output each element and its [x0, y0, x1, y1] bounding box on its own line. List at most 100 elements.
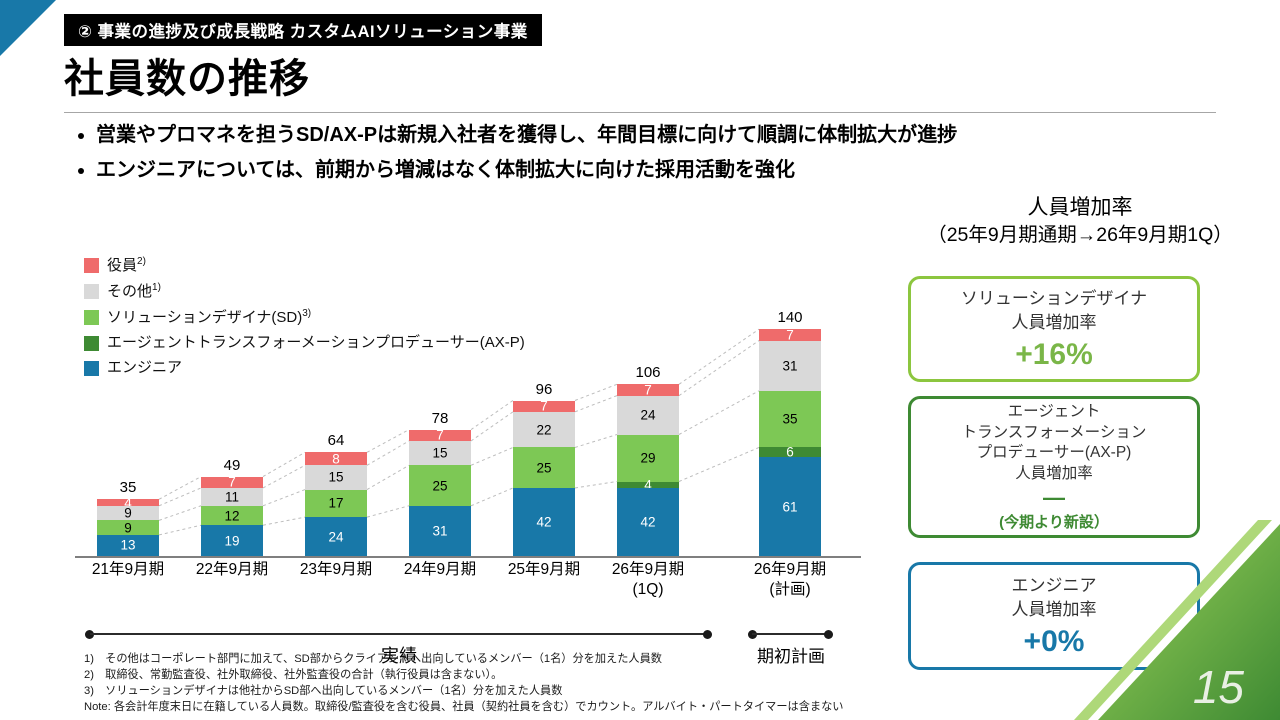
timeline-dot [85, 630, 94, 639]
bar-value-label: 11 [224, 489, 239, 505]
bar-segment: 31 [409, 505, 471, 556]
bar-value-label: 7 [228, 474, 236, 490]
bar-value-label: 13 [120, 537, 136, 553]
bar-segment: 25 [513, 447, 575, 488]
bar-segment: 7 [201, 474, 263, 490]
bar-segment: 7 [617, 383, 679, 396]
bar-value-label: 19 [224, 532, 240, 548]
x-axis-label: 22年9月期 [195, 561, 269, 578]
legend-label: エージェントトランスフォーメーションプロデューサー(AX-P) [107, 334, 525, 351]
bar-segment: 61 [759, 457, 821, 556]
stacked-bar: 7 11 12 19 [201, 474, 263, 556]
rate-box-line: ソリューションデザイナ [960, 289, 1148, 309]
bar-total-label: 78 [431, 409, 449, 427]
bar-value-label: 12 [224, 507, 240, 523]
bar-segment: 24 [305, 517, 367, 556]
page-title: 社員数の推移 [64, 57, 310, 101]
chart-plot: 35 4 9 9 13 49 7 11 12 19 64 8 15 17 24 78 7 15 25 31 96 7 22 2… [75, 248, 861, 558]
bar-column: 35 4 9 9 13 [97, 479, 159, 556]
bar-value-label: 7 [786, 327, 794, 343]
footnote: 3) ソリューションデザイナは他社からSD部へ出向しているメンバー（1名）分を加… [84, 684, 563, 697]
bar-segment: 17 [305, 489, 367, 518]
legend-swatch-icon [84, 360, 99, 376]
legend-label: エンジニア [107, 359, 183, 376]
bar-segment: 15 [409, 440, 471, 466]
x-axis-label: 26年9月期 (計画) [753, 561, 827, 599]
bullet-item: エンジニアについては、前期から増減はなく体制拡大に向けた採用活動を強化 [96, 155, 1246, 186]
bar-segment: 24 [617, 395, 679, 435]
bar-segment: 4 [97, 496, 159, 509]
actual-period-line [90, 633, 708, 635]
rate-box-line: プロデューサー(AX-P) [976, 444, 1132, 462]
bar-total-label: 106 [635, 364, 661, 382]
legend-swatch-icon [84, 284, 99, 299]
rate-panel-title: 人員増加率 （25年9月期通期→26年9月期1Q） [880, 194, 1280, 249]
timeline-dot [824, 630, 833, 639]
footnote: 2) 取締役、常勤監査役、社外取締役、社外監査役の合計（執行役員は含まない）。 [84, 668, 503, 681]
bar-column: 78 7 15 25 31 [409, 410, 471, 556]
bar-segment: 29 [617, 434, 679, 482]
bar-column: 96 7 22 25 42 [513, 381, 575, 556]
bar-value-label: 22 [536, 421, 552, 437]
legend-item: エージェントトランスフォーメーションプロデューサー(AX-P) [84, 334, 525, 352]
bar-value-label: 6 [786, 444, 794, 460]
bar-total-label: 35 [119, 479, 137, 497]
legend-swatch-icon [84, 258, 99, 273]
connector-lines [158, 328, 760, 536]
bar-value-label: 31 [432, 523, 448, 539]
footnote: Note: 各会計年度末日に在籍している人員数。取締役/監査役を含む役員、社員（… [84, 700, 844, 713]
bar-column: 106 7 24 29 4 42 [617, 364, 679, 556]
rate-box-note: (今期より新設） [999, 513, 1109, 531]
bar-value-label: 29 [640, 450, 656, 466]
bar-value-label: 7 [436, 427, 444, 443]
rate-title-line2: （25年9月期通期→26年9月期1Q） [927, 224, 1233, 247]
stacked-bar: 4 9 9 13 [97, 496, 159, 556]
plan-period-line [752, 633, 828, 635]
bar-value-label: 4 [124, 494, 132, 510]
bar-value-label: 4 [644, 476, 652, 492]
bar-value-label: 9 [124, 505, 132, 521]
rate-box-line: 人員増加率 [1011, 600, 1097, 619]
actual-period-label: 実績 [381, 646, 417, 666]
bar-segment: 12 [201, 505, 263, 526]
footnote: 1) その他はコーポレート部門に加えて、SD部からクライアントへ出向しているメン… [84, 653, 662, 665]
bar-column: 64 8 15 17 24 [305, 432, 367, 556]
bar-total-label: 64 [327, 432, 345, 450]
bar-value-label: 42 [536, 514, 552, 530]
title-divider [64, 112, 1216, 113]
bar-value-label: 9 [124, 519, 132, 535]
legend-swatch-icon [84, 310, 99, 325]
legend-label: ソリューションデザイナ(SD)3) [107, 308, 312, 326]
bar-segment: 7 [513, 399, 575, 412]
chart-legend: 役員2) その他1) ソリューションデザイナ(SD)3) エージェントトランスフォーメ… [84, 256, 525, 384]
bar-value-label: 42 [640, 514, 656, 530]
bar-segment: 7 [759, 327, 821, 343]
legend-swatch-icon [84, 335, 99, 351]
legend-item: その他1) [84, 282, 525, 301]
bar-value-label: 24 [328, 528, 344, 544]
x-axis: 21年9月期 22年9月期 23年9月期 24年9月期 25年9月期 26年9月期 (1Q… [75, 560, 861, 606]
bar-segment: 42 [617, 487, 679, 556]
plan-period-label: 期初計画 [757, 647, 825, 666]
bar-segment: 9 [97, 520, 159, 535]
bar-segment: 13 [97, 534, 159, 556]
rate-title-line1: 人員増加率 [1027, 196, 1133, 219]
stacked-bar: 7 15 25 31 [409, 427, 471, 556]
rate-box-value: +0% [1023, 624, 1085, 658]
bar-value-label: 24 [640, 407, 656, 423]
stacked-bar: 7 31 35 6 61 [759, 327, 821, 556]
bar-value-label: 25 [432, 477, 448, 493]
bar-segment: 19 [201, 525, 263, 556]
summary-bullets: 営業やプロマネを担うSD/AX-Pは新規入社者を獲得し、年間目標に向けて順調に体… [66, 120, 1246, 190]
bar-column: 140 7 31 35 6 61 [759, 309, 821, 556]
bar-segment: 42 [513, 487, 575, 556]
legend-item: ソリューションデザイナ(SD)3) [84, 308, 525, 327]
rate-box-line: トランスフォーメーション [961, 423, 1147, 441]
legend-item: 役員2) [84, 256, 525, 275]
stacked-bar: 8 15 17 24 [305, 452, 367, 556]
bar-column: 49 7 11 12 19 [201, 457, 263, 556]
bullet-item: 営業やプロマネを担うSD/AX-Pは新規入社者を獲得し、年間目標に向けて順調に体… [96, 120, 1246, 151]
x-axis-label: 25年9月期 [507, 561, 581, 578]
timeline-dot [703, 630, 712, 639]
bar-total-label: 140 [777, 309, 803, 327]
